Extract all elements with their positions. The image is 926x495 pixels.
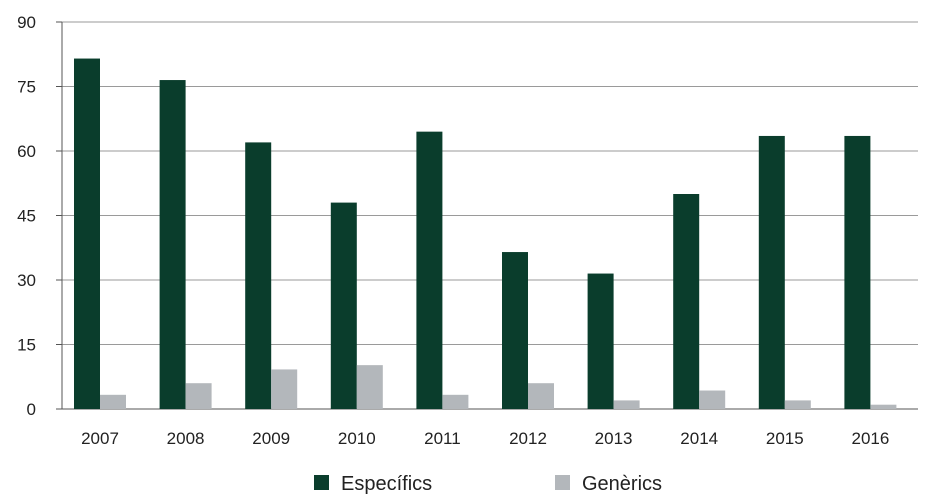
y-tick-label: 30 [17,271,36,290]
x-tick-label: 2012 [509,429,547,448]
x-tick-label: 2011 [424,429,461,448]
bar-especifics-2007 [74,58,100,410]
bar-especifics-2011 [416,131,443,409]
bar-especifics-2012 [502,252,528,409]
bar-generics-2007 [100,394,126,409]
legend-label-generics: Genèrics [582,473,662,495]
bar-especifics-2015 [758,135,785,409]
x-tick-label: 2009 [252,429,290,448]
legend-swatch-generics [555,475,570,490]
bar-generics-2010 [356,365,383,409]
bar-generics-2012 [528,383,554,409]
bar-generics-2013 [613,400,640,409]
bar-generics-2015 [784,400,811,409]
bar-especifics-2016 [844,135,871,409]
bars-layer [74,58,897,410]
bar-generics-2016 [870,404,897,409]
legend-swatch-especifics [314,475,329,490]
x-tick-label: 2015 [766,429,804,448]
y-tick-label: 75 [17,78,36,97]
y-tick-label: 0 [27,400,36,419]
x-axis-ticks: 2007 2008 2009 2010 2011 2012 2013 2014 2015 2016 [81,429,889,448]
x-tick-label: 2016 [851,429,889,448]
bar-especifics-2014 [673,194,700,409]
bar-generics-2008 [185,383,212,409]
bar-especifics-2008 [159,80,186,410]
y-tick-label: 60 [17,142,36,161]
y-tick-label: 90 [17,13,36,32]
x-tick-label: 2014 [680,429,718,448]
legend-label-especifics: Específics [341,473,432,495]
y-axis-ticks: 0 15 30 45 60 75 90 [17,13,36,419]
bar-generics-2009 [271,369,298,409]
bar-generics-2011 [442,394,469,409]
x-tick-label: 2007 [81,429,119,448]
bar-especifics-2010 [330,202,357,409]
y-tick-label: 45 [17,207,36,226]
bar-generics-2014 [699,390,726,409]
bar-especifics-2009 [245,142,272,409]
x-tick-label: 2013 [595,429,633,448]
legend: Específics Genèrics [314,473,662,495]
x-tick-label: 2010 [338,429,376,448]
bar-especifics-2013 [587,273,614,409]
x-tick-label: 2008 [167,429,205,448]
y-tick-label: 15 [17,336,36,355]
